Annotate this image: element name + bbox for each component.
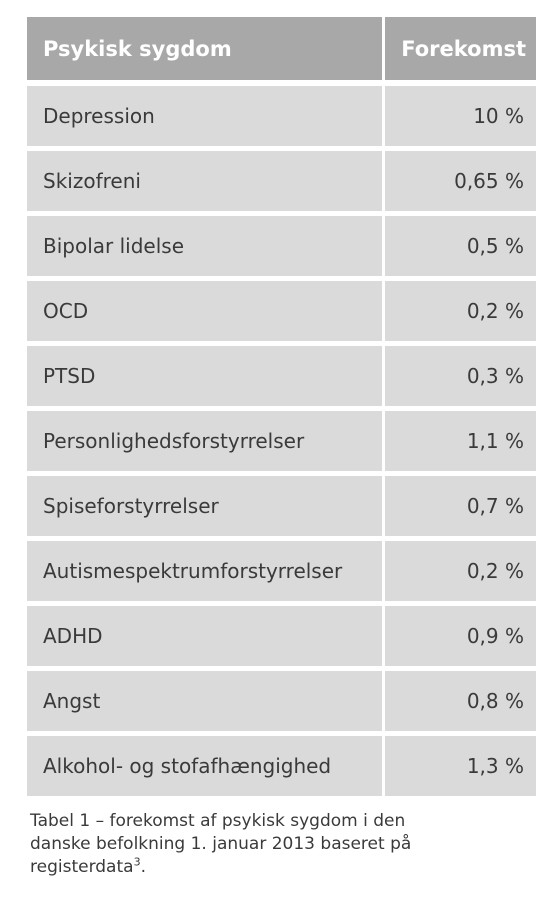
table-row: Spiseforstyrrelser 0,7 % [27, 476, 536, 536]
disease-cell: Autismespektrumforstyrrelser [27, 541, 382, 601]
prevalence-cell: 1,3 % [385, 736, 536, 796]
table-row: PTSD 0,3 % [27, 346, 536, 406]
prevalence-cell: 0,2 % [385, 281, 536, 341]
table-row: Autismespektrumforstyrrelser 0,2 % [27, 541, 536, 601]
prevalence-cell: 0,3 % [385, 346, 536, 406]
caption-line-3-text: registerdata [30, 857, 134, 877]
disease-cell: Bipolar lidelse [27, 216, 382, 276]
caption-line-3: registerdata3. [30, 856, 520, 879]
table-row: Depression 10 % [27, 86, 536, 146]
column-header-prevalence: Forekomst [385, 17, 536, 80]
prevalence-cell: 0,7 % [385, 476, 536, 536]
caption-line-2: danske befolkning 1. januar 2013 baseret… [30, 834, 412, 854]
footnote-reference: 3 [133, 855, 141, 869]
column-header-disease: Psykisk sygdom [27, 17, 382, 80]
table-caption: Tabel 1 – forekomst af psykisk sygdom i … [30, 810, 520, 879]
disease-cell: Alkohol- og stofafhængighed [27, 736, 382, 796]
disease-cell: PTSD [27, 346, 382, 406]
disease-cell: Spiseforstyrrelser [27, 476, 382, 536]
table-row: Skizofreni 0,65 % [27, 151, 536, 211]
table-row: Bipolar lidelse 0,5 % [27, 216, 536, 276]
table-row: ADHD 0,9 % [27, 606, 536, 666]
prevalence-cell: 10 % [385, 86, 536, 146]
disease-cell: Personlighedsforstyrrelser [27, 411, 382, 471]
prevalence-cell: 0,5 % [385, 216, 536, 276]
table-header: Psykisk sygdom Forekomst [27, 17, 536, 80]
table-row: Alkohol- og stofafhængighed 1,3 % [27, 736, 536, 796]
table-row: OCD 0,2 % [27, 281, 536, 341]
disease-cell: Depression [27, 86, 382, 146]
caption-line-1: Tabel 1 – forekomst af psykisk sygdom i … [30, 811, 406, 831]
table-row: Personlighedsforstyrrelser 1,1 % [27, 411, 536, 471]
prevalence-table: Psykisk sygdom Forekomst Depression 10 %… [27, 17, 536, 801]
prevalence-cell: 0,2 % [385, 541, 536, 601]
caption-period: . [140, 857, 146, 877]
prevalence-cell: 0,65 % [385, 151, 536, 211]
disease-cell: ADHD [27, 606, 382, 666]
disease-cell: OCD [27, 281, 382, 341]
prevalence-cell: 0,8 % [385, 671, 536, 731]
disease-cell: Angst [27, 671, 382, 731]
prevalence-cell: 0,9 % [385, 606, 536, 666]
disease-cell: Skizofreni [27, 151, 382, 211]
prevalence-cell: 1,1 % [385, 411, 536, 471]
table-row: Angst 0,8 % [27, 671, 536, 731]
